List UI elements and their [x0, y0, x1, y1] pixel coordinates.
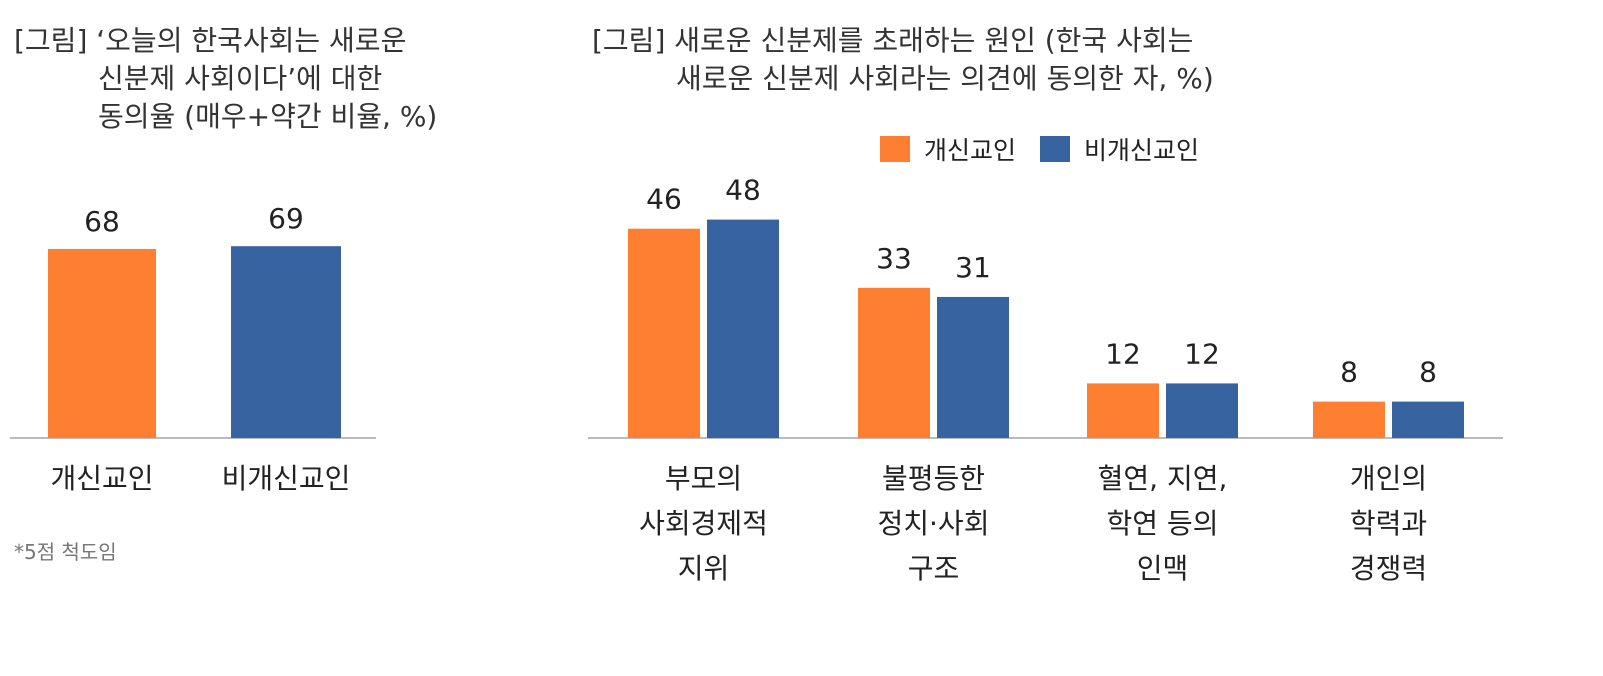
legend-swatch-protestant: [880, 136, 910, 162]
left-chart-plot: 68 개신교인 69 비개신교인: [10, 202, 376, 495]
data-label: 33: [876, 242, 912, 275]
bar: [858, 287, 930, 438]
category-label: 정치·사회: [878, 507, 990, 540]
category-label: 비개신교인: [222, 462, 351, 495]
left-chart-title: [그림] ‘오늘의 한국사회는 새로운 신분제 사회이다’에 대한 동의율 (매…: [14, 22, 437, 136]
bar: [1166, 383, 1238, 438]
legend: 개신교인 비개신교인: [880, 131, 1223, 167]
data-label: 8: [1340, 356, 1358, 389]
data-label: 46: [646, 183, 682, 216]
legend-item-protestant: 개신교인: [880, 131, 1016, 167]
data-label: 12: [1105, 337, 1141, 370]
data-label: 12: [1184, 337, 1220, 370]
legend-label-non-protestant: 비개신교인: [1084, 136, 1200, 165]
legend-item-non-protestant: 비개신교인: [1040, 131, 1199, 167]
bar: [1392, 401, 1464, 438]
bar: [628, 228, 700, 438]
category-label: 불평등한: [882, 462, 985, 495]
bar: [48, 248, 156, 438]
bar: [707, 219, 779, 438]
data-label: 48: [725, 174, 761, 207]
left-title-line-3: 동의율 (매우+약간 비율, %): [98, 100, 438, 133]
legend-swatch-non-protestant: [1040, 136, 1071, 162]
right-title-line-2: 새로운 신분제 사회라는 의견에 동의한 자, %): [676, 62, 1214, 95]
bar: [231, 246, 341, 438]
left-title-line-2: 신분제 사회이다’에 대한: [98, 62, 383, 95]
category-label: 인맥: [1137, 552, 1189, 585]
legend-label-protestant: 개신교인: [924, 136, 1017, 165]
category-label: 구조: [908, 552, 960, 585]
category-label: 지위: [678, 552, 730, 585]
category-label: 사회경제적: [639, 507, 768, 540]
category-label: 개인의: [1350, 462, 1427, 495]
bar: [1087, 383, 1159, 438]
category-label: 부모의: [665, 462, 742, 495]
category-label: 경쟁력: [1350, 552, 1427, 585]
bar: [937, 296, 1009, 438]
data-label: 69: [268, 202, 304, 235]
footnote: *5점 척도임: [14, 540, 117, 564]
right-title-line-1: [그림] 새로운 신분제를 초래하는 원인 (한국 사회는: [592, 24, 1194, 57]
category-label: 개신교인: [50, 462, 153, 495]
right-chart-title: [그림] 새로운 신분제를 초래하는 원인 (한국 사회는 새로운 신분제 사회…: [592, 22, 1214, 98]
category-label: 학력과: [1350, 507, 1427, 540]
bar: [1313, 401, 1385, 438]
left-title-line-1: [그림] ‘오늘의 한국사회는 새로운: [14, 24, 407, 57]
category-label: 혈연, 지연,: [1098, 462, 1228, 495]
data-label: 31: [955, 251, 991, 284]
category-label: 학연 등의: [1107, 507, 1219, 540]
data-label: 68: [84, 205, 120, 238]
left-chart: [그림] ‘오늘의 한국사회는 새로운 신분제 사회이다’에 대한 동의율 (매…: [0, 0, 560, 676]
data-label: 8: [1419, 356, 1437, 389]
